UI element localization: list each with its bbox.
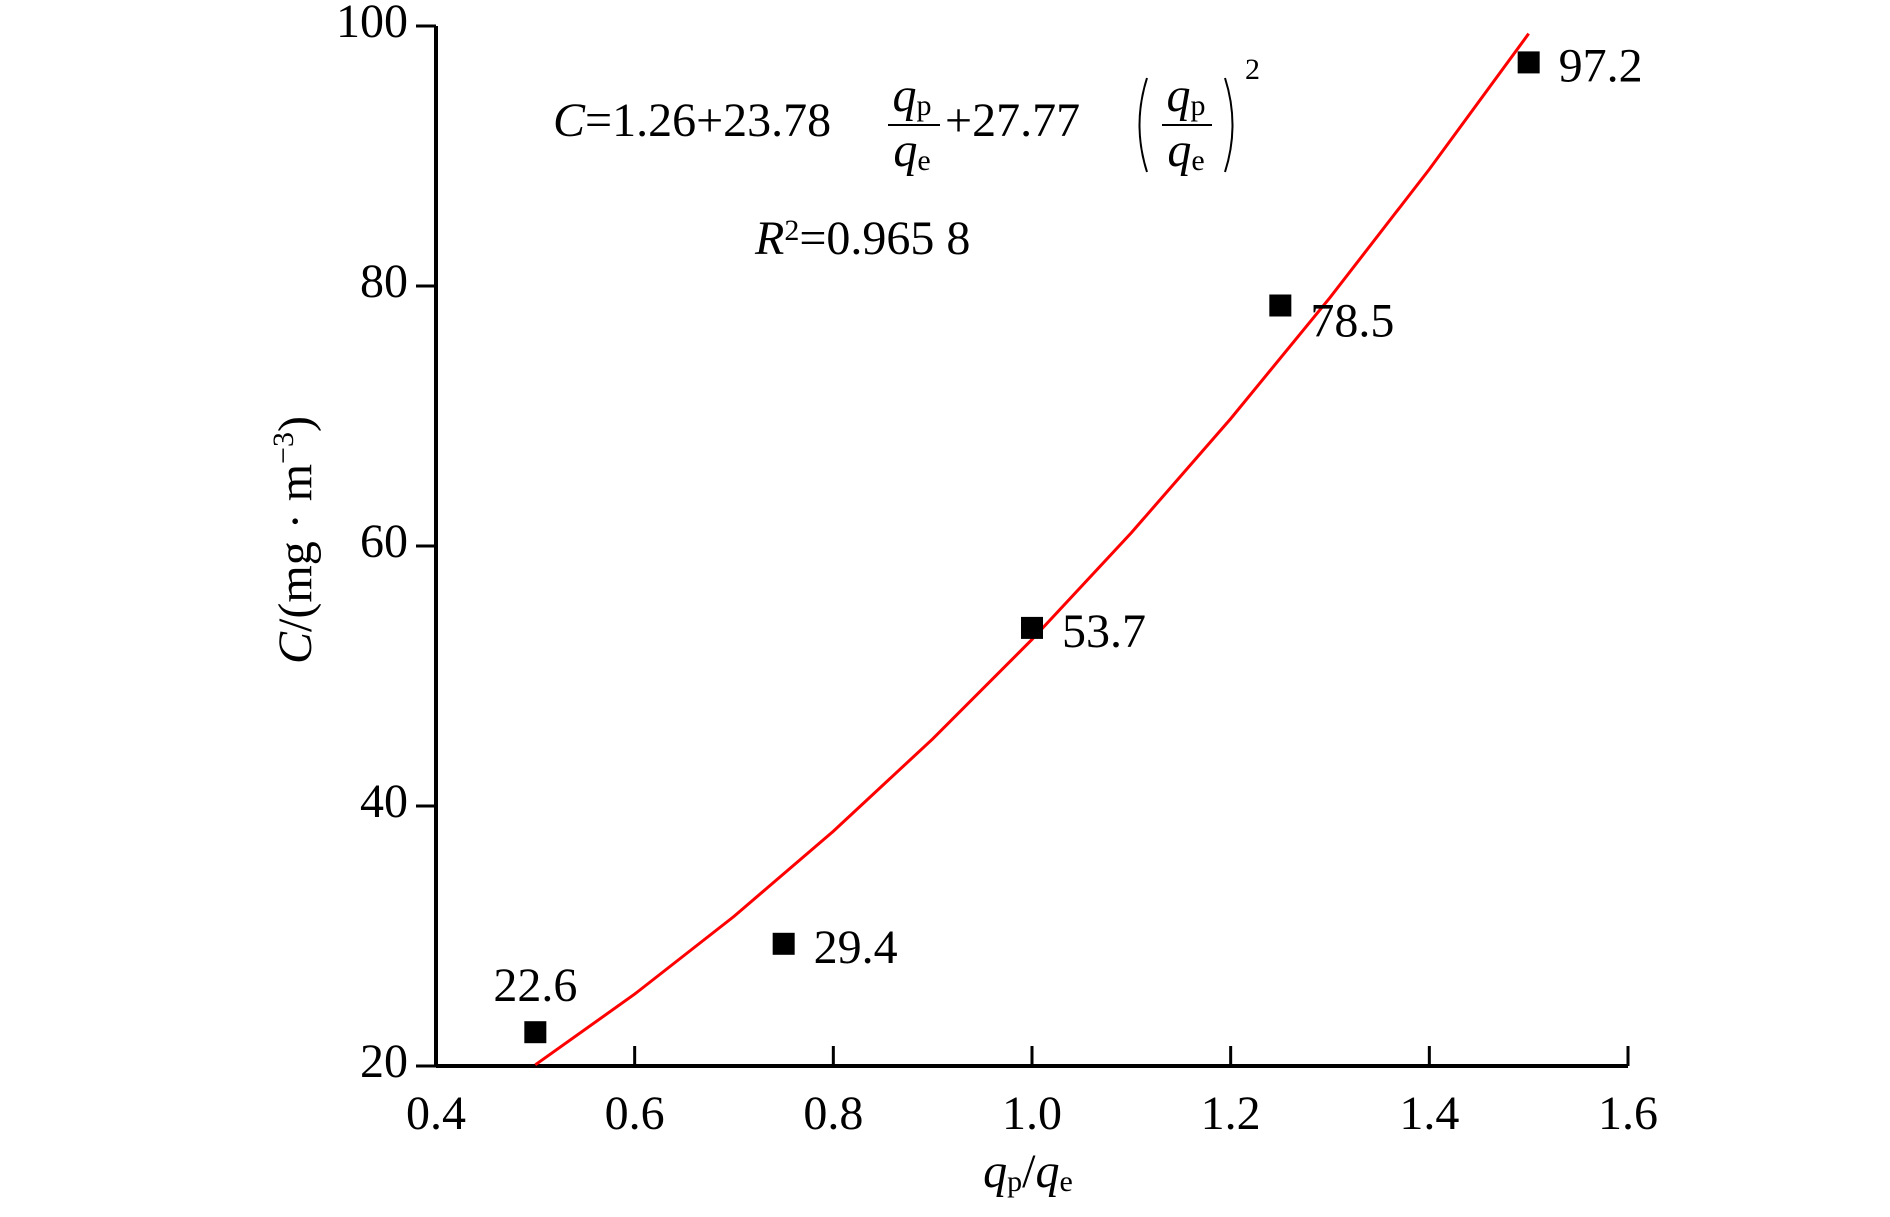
- data-point: [524, 1021, 547, 1044]
- x-tick-label: 1.2: [1201, 1087, 1261, 1140]
- x-tick-label: 0.6: [605, 1087, 665, 1140]
- eq-den2-sub: e: [1191, 144, 1204, 177]
- data-label: 97.2: [1559, 39, 1643, 92]
- y-tick-label: 80: [360, 255, 408, 308]
- eq-den2: qe: [1167, 124, 1204, 177]
- eq-num2-q: q: [1167, 69, 1191, 122]
- data-label: 22.6: [493, 959, 577, 1012]
- yl-unit: /(mg · m: [269, 464, 322, 632]
- yl-close: ): [269, 416, 322, 432]
- data-label: 29.4: [814, 921, 898, 974]
- eq-exp: 2: [1245, 53, 1260, 86]
- xl-sub2: e: [1060, 1165, 1073, 1198]
- eq-den-q: q: [893, 124, 917, 177]
- y-axis-label: C/(mg · m−3): [267, 416, 322, 664]
- x-tick-label: 0.8: [803, 1087, 863, 1140]
- eq-lead: C: [553, 94, 586, 147]
- y-tick-label: 60: [360, 515, 408, 568]
- eq-num2-sub: p: [1191, 89, 1206, 122]
- y-tick-label: 40: [360, 775, 408, 828]
- y-tick-label: 100: [336, 0, 408, 48]
- r2-sup: 2: [784, 214, 799, 247]
- yl-exp: −3: [267, 432, 300, 464]
- y-tick-label: 20: [360, 1035, 408, 1088]
- eq-num-sub: p: [917, 89, 932, 122]
- eq-a: =1.26+23.78: [585, 94, 831, 147]
- x-tick-label: 1.4: [1399, 1087, 1459, 1140]
- eq-den: qe: [893, 124, 930, 177]
- data-point: [1269, 294, 1292, 317]
- r-squared: R2=0.965 8: [754, 212, 970, 265]
- data-point: [1517, 51, 1540, 74]
- eq-num-q: q: [893, 69, 917, 122]
- r2-rest: =0.965 8: [799, 212, 970, 265]
- r2-lead: R: [754, 212, 784, 265]
- x-tick-label: 0.4: [406, 1087, 466, 1140]
- eq-b-text: +27.77: [945, 94, 1080, 147]
- data-point: [1021, 616, 1043, 639]
- data-label: 53.7: [1062, 605, 1146, 658]
- xl-q1: q: [983, 1145, 1007, 1198]
- xl-slash: /: [1022, 1145, 1036, 1198]
- data-point: [772, 932, 795, 955]
- eq-den2-q: q: [1167, 124, 1191, 177]
- fit-curve: [534, 32, 1530, 1067]
- x-axis-label: qp/qe: [983, 1145, 1073, 1198]
- xl-sub1: p: [1007, 1165, 1022, 1198]
- data-label: 78.5: [1310, 295, 1394, 348]
- x-tick-label: 1.6: [1598, 1087, 1658, 1140]
- eq-num: qp: [893, 69, 932, 122]
- eq-num2: qp: [1167, 69, 1206, 122]
- xl-q2: q: [1036, 1145, 1060, 1198]
- x-tick-label: 1.0: [1002, 1087, 1062, 1140]
- yl-c: C: [269, 631, 322, 664]
- fit-equation: C=1.26+23.78: [553, 94, 831, 147]
- paren-right: [1224, 77, 1234, 173]
- eq-b: +27.77: [945, 94, 1080, 147]
- paren-left: [1138, 77, 1148, 173]
- eq-den-sub: e: [917, 144, 930, 177]
